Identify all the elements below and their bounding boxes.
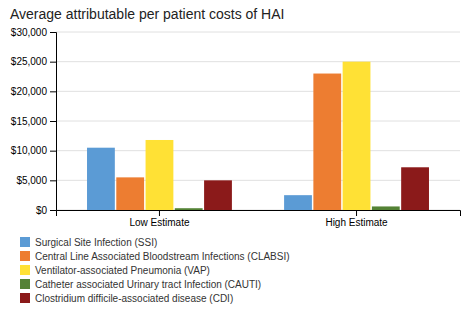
legend-swatch	[20, 265, 30, 275]
legend-label: Central Line Associated Bloodstream Infe…	[35, 251, 290, 262]
y-tick-label: $0	[36, 205, 48, 216]
y-tick: $25,000	[11, 56, 56, 67]
x-tick: High Estimate	[325, 210, 388, 228]
legend-item: Surgical Site Infection (SSI)	[20, 237, 157, 248]
chart-svg: Average attributable per patient costs o…	[0, 0, 474, 310]
legend-item: Central Line Associated Bloodstream Infe…	[20, 251, 290, 262]
y-tick-label: $20,000	[11, 86, 48, 97]
grid	[56, 32, 460, 210]
x-tick-mark	[159, 210, 160, 216]
x-axis-line	[57, 211, 461, 217]
bar	[175, 208, 203, 210]
x-tick-mark	[356, 210, 357, 216]
x-tick-label: Low Estimate	[129, 217, 189, 228]
y-tick-label: $25,000	[11, 56, 48, 67]
y-tick: $30,000	[11, 27, 56, 38]
bar	[372, 206, 400, 210]
y-tick-label: $5,000	[16, 175, 47, 186]
y-tick: $20,000	[11, 86, 56, 97]
y-tick-mark	[50, 32, 56, 33]
grid-line	[56, 91, 460, 92]
y-tick-label: $15,000	[11, 116, 48, 127]
bar	[116, 177, 144, 210]
grid-line	[56, 32, 460, 33]
grid-line	[56, 150, 460, 151]
bar	[343, 62, 371, 210]
legend-item: Ventilator-associated Pneumonia (VAP)	[20, 265, 210, 276]
legend-item: Catheter associated Urinary tract Infect…	[20, 279, 261, 290]
grid-line	[56, 121, 460, 122]
plot-area: $0 $5,000 $10,000 $15,000 $20,000 $25,000 $30,…	[11, 27, 461, 228]
y-tick-mark	[50, 62, 56, 63]
y-tick: $10,000	[11, 145, 56, 156]
y-tick: $5,000	[16, 175, 56, 186]
y-tick-mark	[50, 91, 56, 92]
bar-series	[204, 167, 429, 210]
legend: Surgical Site Infection (SSI) Central Lin…	[20, 237, 290, 304]
y-tick-mark	[50, 180, 56, 181]
bars	[87, 62, 429, 210]
bar	[87, 148, 115, 210]
bar-series	[87, 148, 312, 210]
bar	[204, 180, 232, 210]
y-tick: $0	[36, 205, 56, 216]
legend-item: Clostridium difficile-associated disease…	[20, 293, 233, 304]
y-tick-mark	[50, 210, 56, 211]
legend-swatch	[20, 293, 30, 303]
y-tick-label: $10,000	[11, 145, 48, 156]
legend-label: Ventilator-associated Pneumonia (VAP)	[35, 265, 210, 276]
legend-label: Clostridium difficile-associated disease…	[35, 293, 233, 304]
bar	[401, 167, 429, 210]
y-tick-mark	[50, 151, 56, 152]
y-axis-line	[50, 33, 57, 211]
bar-series	[116, 74, 341, 210]
bar	[313, 74, 341, 210]
chart-title: Average attributable per patient costs o…	[10, 6, 284, 22]
legend-swatch	[20, 237, 30, 247]
y-tick-mark	[50, 121, 56, 122]
y-tick: $15,000	[11, 116, 56, 127]
x-tick-label: High Estimate	[325, 217, 388, 228]
legend-swatch	[20, 279, 30, 289]
y-axis: $0 $5,000 $10,000 $15,000 $20,000 $25,000 $30,…	[11, 27, 57, 216]
bar	[146, 140, 174, 210]
legend-label: Surgical Site Infection (SSI)	[35, 237, 157, 248]
bar-series	[146, 62, 371, 210]
legend-label: Catheter associated Urinary tract Infect…	[35, 279, 261, 290]
grid-line	[56, 61, 460, 62]
x-tick: Low Estimate	[129, 210, 189, 228]
x-axis: Low Estimate High Estimate	[57, 210, 461, 228]
y-tick-label: $30,000	[11, 27, 48, 38]
legend-swatch	[20, 251, 30, 261]
chart-container: Average attributable per patient costs o…	[0, 0, 474, 310]
bar	[284, 195, 312, 210]
